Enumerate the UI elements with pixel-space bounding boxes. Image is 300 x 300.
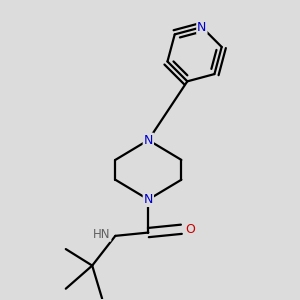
Text: N: N — [197, 21, 206, 34]
Text: N: N — [144, 134, 153, 147]
Text: HN: HN — [93, 228, 110, 241]
Text: N: N — [144, 193, 153, 206]
Text: O: O — [186, 223, 196, 236]
